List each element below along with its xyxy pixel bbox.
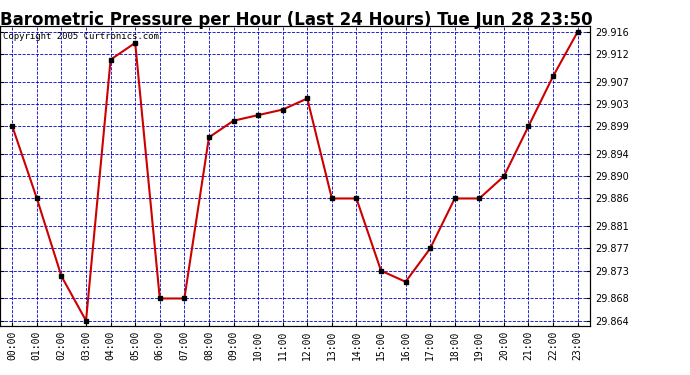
- Text: Barometric Pressure per Hour (Last 24 Hours) Tue Jun 28 23:50: Barometric Pressure per Hour (Last 24 Ho…: [1, 11, 593, 29]
- Text: Copyright 2005 Curtronics.com: Copyright 2005 Curtronics.com: [3, 32, 159, 41]
